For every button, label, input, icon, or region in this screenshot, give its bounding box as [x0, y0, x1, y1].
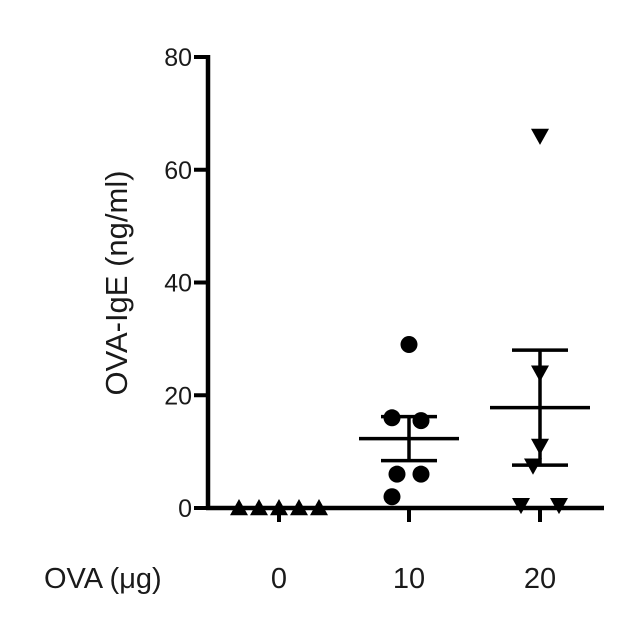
data-point [531, 366, 549, 382]
data-point [384, 409, 401, 426]
x-category-label: 10 [393, 563, 425, 595]
data-point [531, 439, 549, 455]
data-point [531, 129, 549, 145]
y-tick-label: 20 [164, 382, 192, 410]
y-axis-title: OVA-IgE (ng/ml) [99, 170, 134, 395]
x-category-label: 20 [524, 563, 556, 595]
data-point [384, 488, 401, 505]
data-point [389, 466, 406, 483]
x-category-label: 0 [271, 563, 287, 595]
y-tick-label: 0 [178, 495, 192, 523]
plot-area: 0 20 40 60 80 0 10 20 [164, 44, 604, 595]
y-tick-label: 80 [164, 44, 192, 72]
data-point [401, 336, 418, 353]
data-point [413, 466, 430, 483]
y-tick-label: 60 [164, 157, 192, 185]
x-axis-title: OVA (μg) [44, 563, 162, 595]
y-tick-label: 40 [164, 270, 192, 298]
data-point [413, 412, 430, 429]
